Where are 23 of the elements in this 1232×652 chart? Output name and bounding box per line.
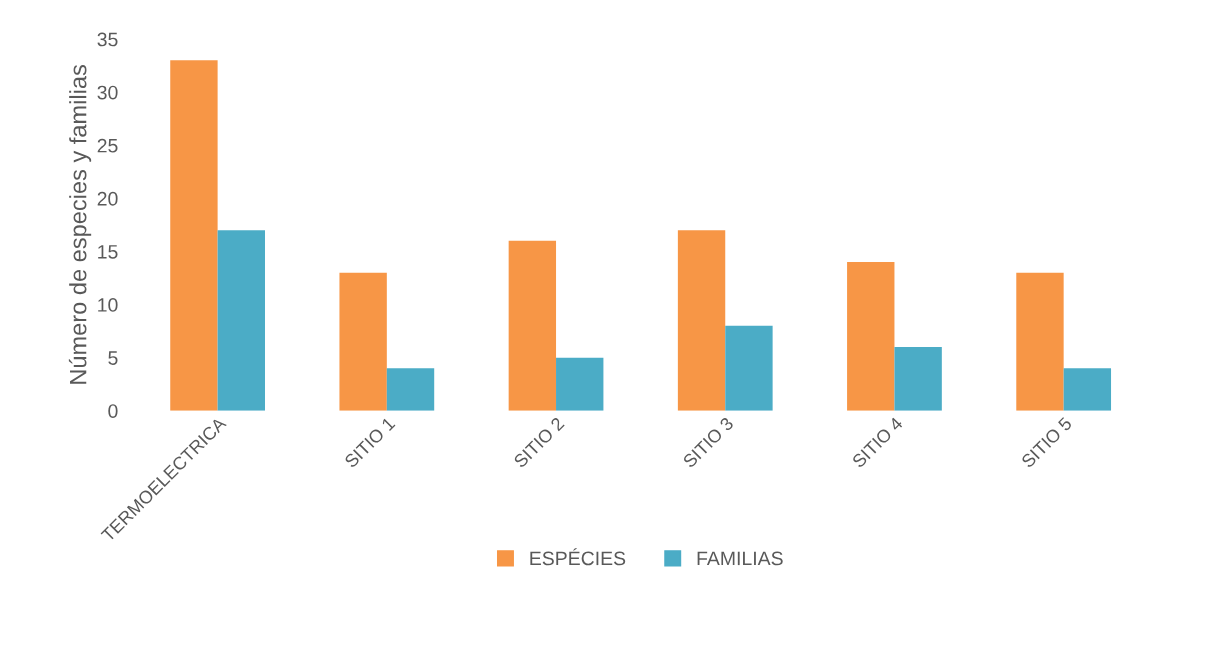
bar xyxy=(217,230,265,411)
bar xyxy=(1063,368,1112,411)
bar xyxy=(508,240,557,411)
y-tick-label: 15 xyxy=(98,245,118,259)
y-tick-label: 0 xyxy=(108,404,118,418)
y-tick-label: 25 xyxy=(97,138,118,153)
bar xyxy=(677,230,726,411)
bar xyxy=(170,60,218,411)
bar xyxy=(1016,272,1064,411)
y-tick-label: 10 xyxy=(98,298,118,312)
bar xyxy=(339,272,387,411)
bar xyxy=(847,262,895,411)
y-tick-label: 30 xyxy=(97,85,118,100)
legend-label: ESPÉCIES xyxy=(530,548,626,566)
y-tick-label: 20 xyxy=(97,191,118,206)
y-tick-label: 35 xyxy=(97,32,118,47)
bar xyxy=(386,368,435,411)
bar xyxy=(725,325,773,411)
bar xyxy=(894,347,942,411)
bar xyxy=(556,357,604,411)
y-tick-label: 5 xyxy=(108,351,118,365)
legend-label: FAMILIAS xyxy=(697,551,783,566)
y-axis-title: Número de especies y familias xyxy=(68,65,92,384)
